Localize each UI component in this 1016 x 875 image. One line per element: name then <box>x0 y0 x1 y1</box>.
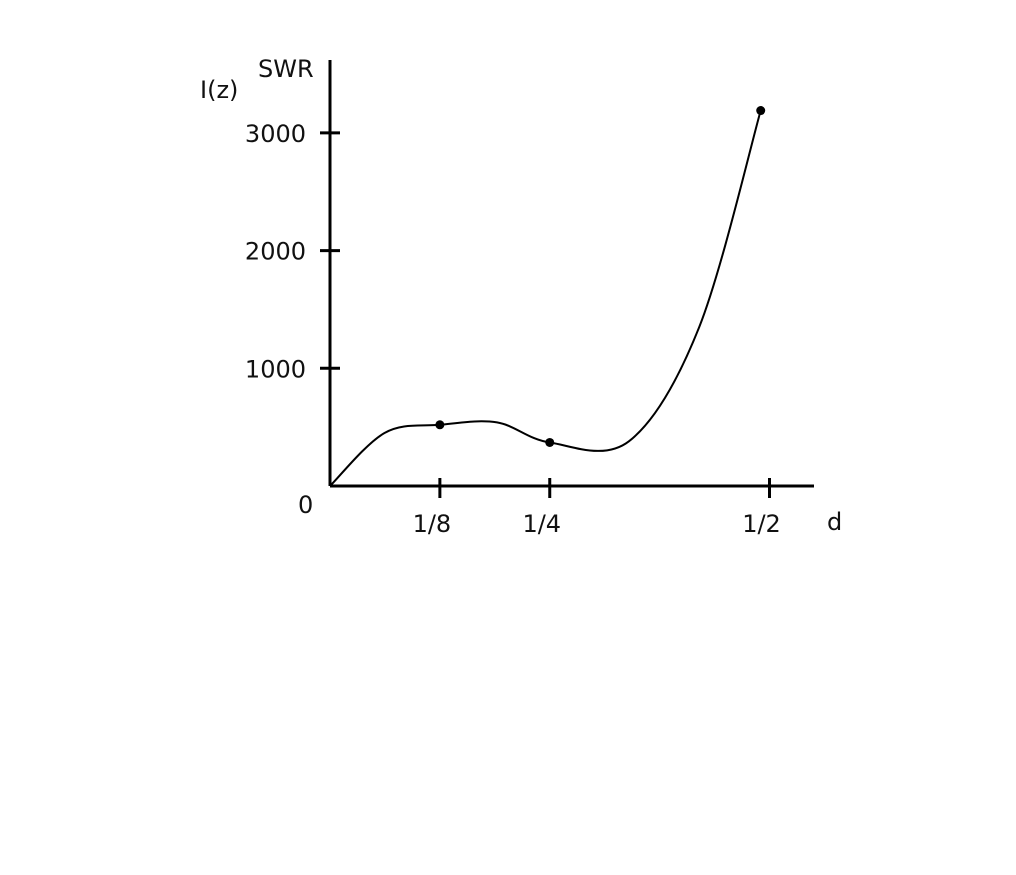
y-tick-label: 1000 <box>245 355 306 383</box>
y-axis-label-current: I(z) <box>200 76 238 104</box>
origin-label: 0 <box>298 491 313 519</box>
series-markers <box>435 106 766 447</box>
y-tick-label: 2000 <box>245 238 306 266</box>
data-point-marker <box>756 106 766 116</box>
data-point-marker <box>435 420 445 430</box>
y-tick-label: 3000 <box>245 120 306 148</box>
x-axis-label-d: d <box>827 508 842 536</box>
x-tick-label: 1/2 <box>742 510 781 538</box>
y-ticks: 1000 2000 3000 <box>245 120 340 383</box>
x-ticks: 1/8 1/4 1/2 <box>413 478 781 538</box>
y-axis-label-swr: SWR <box>258 55 314 83</box>
data-point-marker <box>545 437 555 447</box>
x-tick-label: 1/4 <box>522 510 561 538</box>
x-tick-label: 1/8 <box>413 510 452 538</box>
